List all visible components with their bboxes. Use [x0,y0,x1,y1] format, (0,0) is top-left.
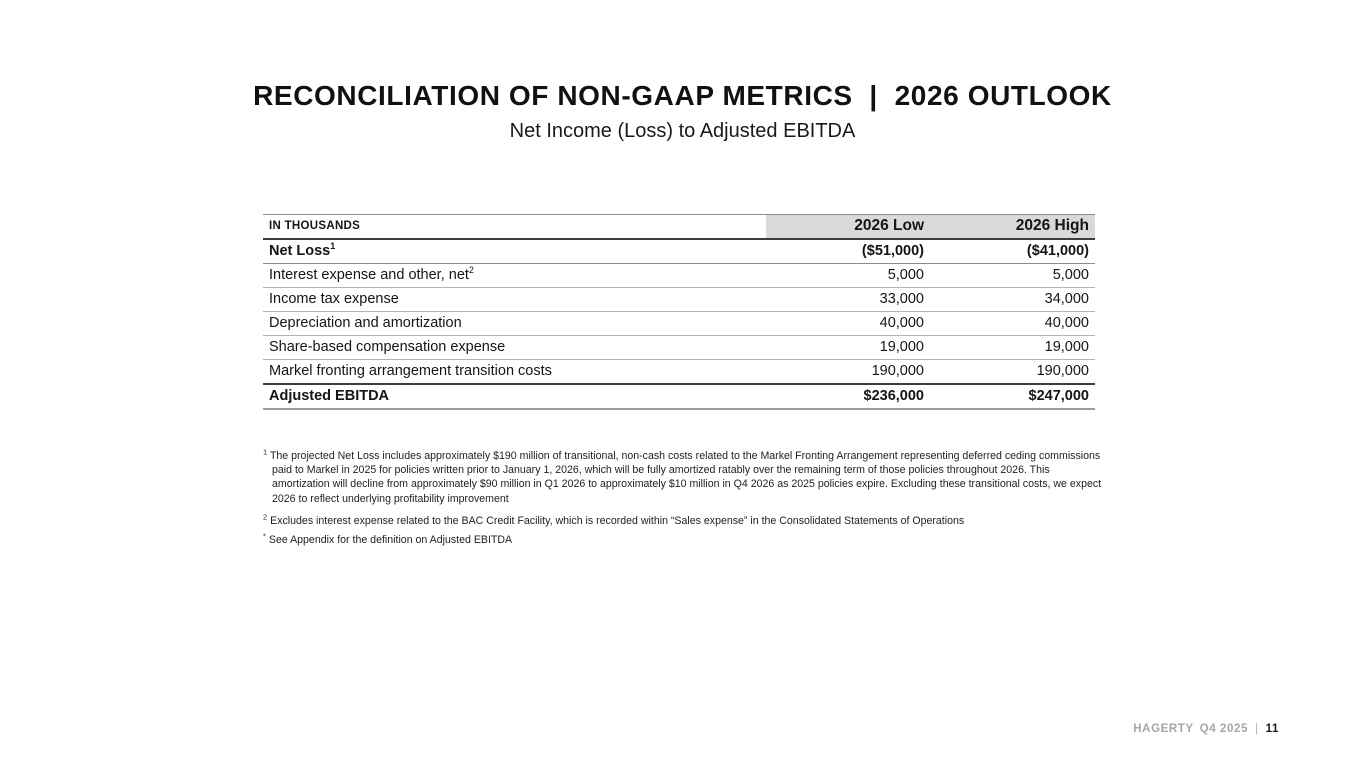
table-header-2026-low: 2026 Low [766,214,930,239]
row-value-high: 190,000 [1036,363,1089,379]
table-row-depreciation: Depreciation and amortization 40,000 40,… [263,312,1095,336]
table-row-share-based-comp: Share-based compensation expense 19,000 … [263,336,1095,360]
table-row-income-tax: Income tax expense 33,000 34,000 [263,288,1095,312]
row-value-high: 40,000 [1044,315,1089,331]
table-row-net-loss: Net Loss1 ($51,000) ($41,000) [263,239,1095,264]
row-value-low: 5,000 [887,267,924,283]
table-row-adjusted-ebitda: Adjusted EBITDA $236,000 $247,000 [263,384,1095,409]
row-label: Share-based compensation expense [269,339,506,355]
row-label: Interest expense and other, net2 [269,265,474,283]
footer-period: Q4 2025 [1199,723,1249,735]
reconciliation-table: IN THOUSANDS 2026 Low 2026 High Net Loss… [263,214,1095,410]
footnote-asterisk: * See Appendix for the definition on Adj… [263,531,513,547]
table-header-units: IN THOUSANDS [263,214,766,239]
footnote-ref-2: 2 [468,265,474,276]
table-row-interest-expense: Interest expense and other, net2 5,000 5… [263,264,1095,288]
row-label: Depreciation and amortization [269,315,462,331]
row-value-low: ($51,000) [861,243,924,259]
footer-separator: | [1255,723,1259,735]
row-label: Adjusted EBITDA [269,388,390,404]
row-value-low: 33,000 [879,291,924,307]
row-value-low: 40,000 [879,315,924,331]
row-value-low: 190,000 [871,363,924,379]
footnotes: 1 The projected Net Loss includes approx… [263,447,1108,547]
row-value-low: $236,000 [863,388,924,404]
row-value-high: 19,000 [1044,339,1089,355]
row-label: Net Loss1 [269,241,336,259]
footnote-2: 2 Excludes interest expense related to t… [263,512,965,527]
row-label: Income tax expense [269,291,399,307]
row-value-high: $247,000 [1028,388,1089,404]
table-header-row: IN THOUSANDS 2026 Low 2026 High [263,214,1095,239]
slide-title: RECONCILIATION OF NON-GAAP METRICS | 202… [253,80,1112,111]
footer-page-number: 11 [1265,723,1279,735]
row-value-high: 34,000 [1044,291,1089,307]
table-header-2026-high: 2026 High [930,214,1095,239]
row-label: Markel fronting arrangement transition c… [269,363,552,379]
table-row-markel-fronting: Markel fronting arrangement transition c… [263,360,1095,384]
row-value-high: 5,000 [1052,267,1089,283]
footer-brand: HAGERTY [1133,723,1194,735]
row-value-low: 19,000 [879,339,924,355]
row-value-high: ($41,000) [1026,243,1089,259]
footnote-1: 1 The projected Net Loss includes approx… [263,447,1102,505]
slide-subtitle: Net Income (Loss) to Adjusted EBITDA [509,120,856,142]
footnote-ref-1: 1 [330,241,336,252]
slide-footer: HAGERTY Q4 2025 | 11 [1133,723,1279,735]
